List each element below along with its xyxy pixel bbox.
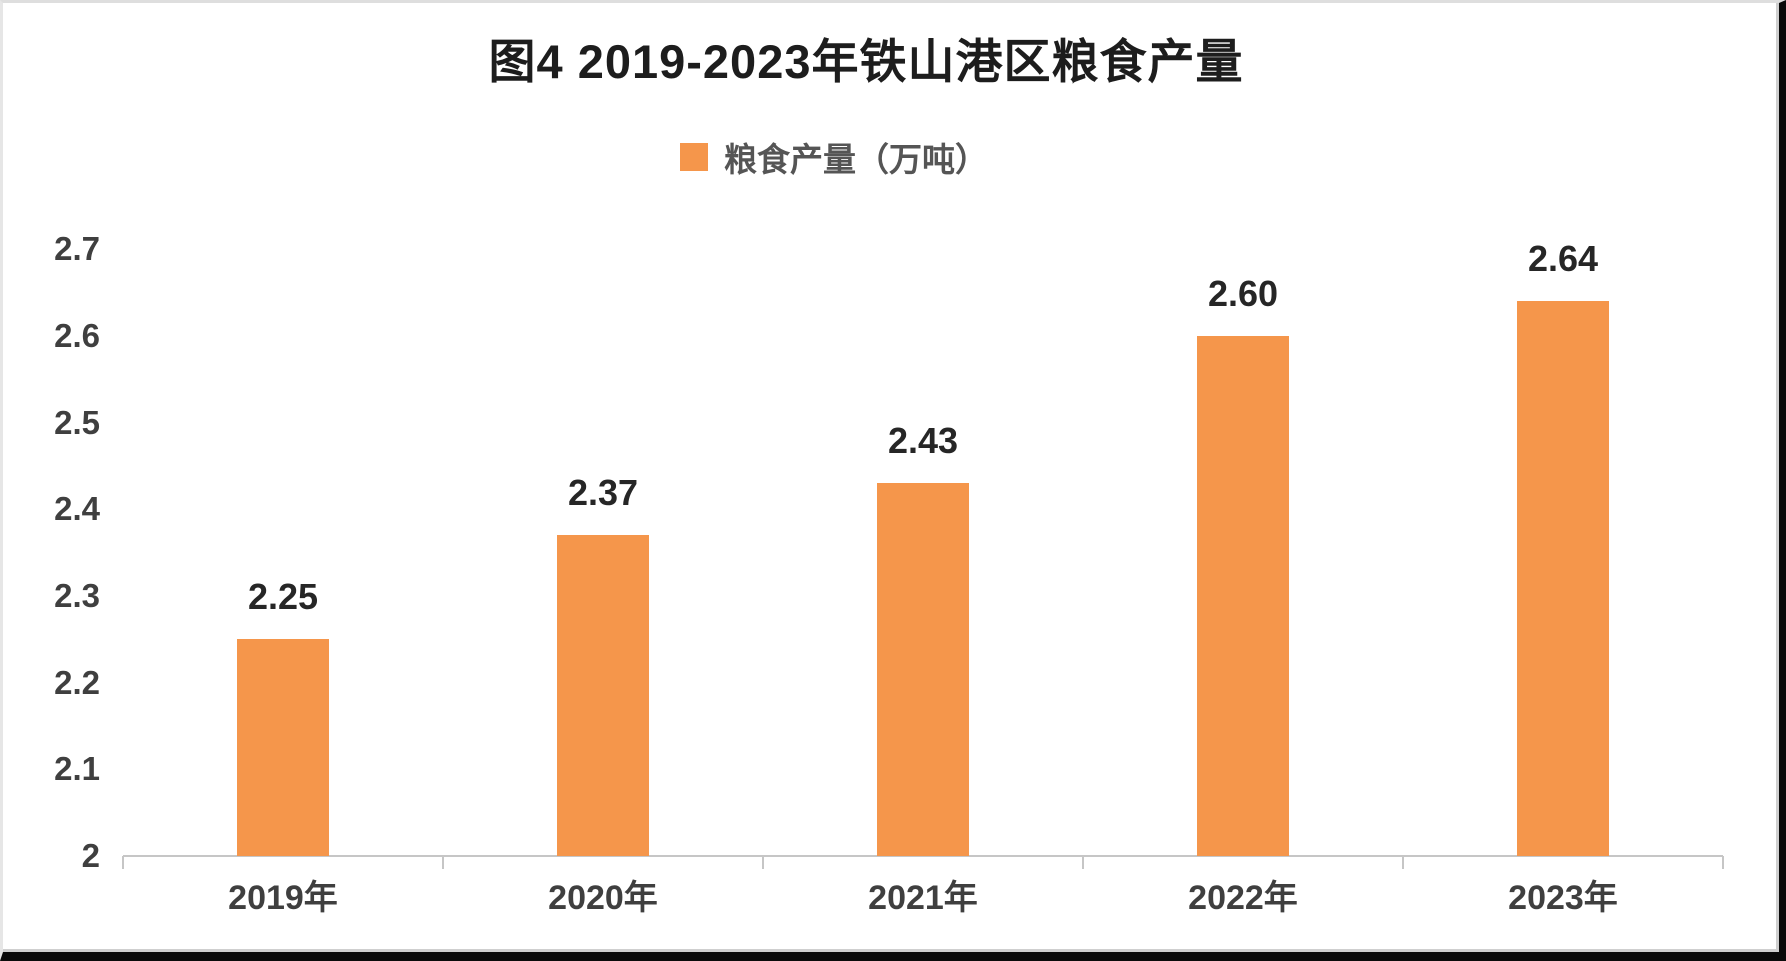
x-axis-label: 2019年 — [228, 879, 338, 917]
bar-2022年 — [1197, 336, 1289, 856]
y-axis-tick-label: 2.6 — [54, 316, 100, 354]
y-axis-tick-label: 2.3 — [54, 576, 100, 614]
value-label: 2.64 — [1527, 238, 1599, 279]
bar-2019年 — [237, 639, 329, 856]
x-axis-tick-mark — [1402, 856, 1404, 869]
plot-area: 2.7 2.6 2.5 2.4 2.3 2.2 2.1 2 2.25 2019年 2.37 2020年… — [3, 3, 1779, 952]
chart-title: 图4 2019-2023年铁山港区粮食产量 — [488, 35, 1244, 88]
legend-entry: 粮食产量（万吨） — [680, 133, 988, 181]
x-axis-label: 2022年 — [1188, 879, 1298, 917]
legend-label: 粮食产量（万吨） — [724, 141, 988, 178]
x-axis-tick-mark — [122, 856, 124, 869]
value-label: 2.37 — [567, 472, 639, 513]
x-axis-tick-mark — [1722, 856, 1724, 869]
value-label: 2.25 — [247, 576, 319, 617]
x-axis-tick-mark — [762, 856, 764, 869]
x-axis-label: 2023年 — [1508, 879, 1618, 917]
y-axis-tick-label: 2.4 — [54, 490, 100, 528]
bar-2023年 — [1517, 301, 1609, 856]
x-axis-tick-mark — [1082, 856, 1084, 869]
x-axis-line — [123, 855, 1723, 857]
y-axis-tick-label: 2.5 — [54, 403, 100, 441]
bar-2021年 — [877, 483, 969, 856]
x-axis-label: 2021年 — [868, 879, 978, 917]
y-axis-tick-label: 2.2 — [54, 663, 100, 701]
value-label: 2.43 — [887, 420, 959, 461]
y-axis-tick-label: 2.7 — [54, 230, 100, 268]
value-label: 2.60 — [1207, 273, 1279, 314]
x-axis-tick-mark — [442, 856, 444, 869]
y-axis-tick-label: 2 — [81, 837, 100, 874]
y-axis-tick-label: 2.1 — [54, 750, 100, 788]
legend: 粮食产量（万吨） — [3, 133, 1779, 181]
bar-2020年 — [557, 535, 649, 856]
legend-swatch-icon — [680, 143, 708, 171]
x-axis-label: 2020年 — [548, 879, 658, 917]
